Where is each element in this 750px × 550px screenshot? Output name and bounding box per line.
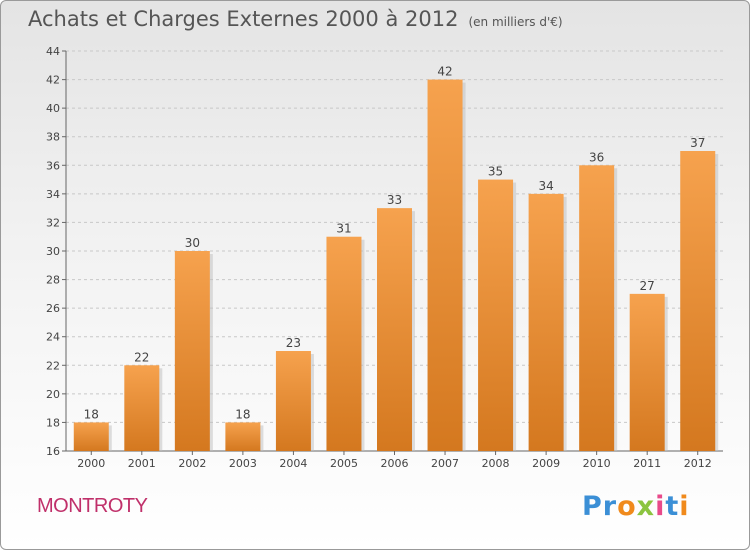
x-tick-label: 2010 bbox=[583, 457, 611, 470]
x-tick-label: 2004 bbox=[279, 457, 307, 470]
bar bbox=[680, 151, 716, 451]
y-tick-label: 26 bbox=[46, 302, 60, 315]
bar-value-label: 27 bbox=[640, 279, 655, 293]
bar-value-label: 35 bbox=[488, 165, 503, 179]
y-tick-label: 40 bbox=[46, 102, 60, 115]
x-tick-label: 2009 bbox=[532, 457, 560, 470]
y-tick-label: 36 bbox=[46, 159, 60, 172]
x-tick-label: 2002 bbox=[178, 457, 206, 470]
commune-name: MONTROTY bbox=[37, 495, 148, 517]
bar-value-label: 22 bbox=[134, 350, 149, 364]
bar-value-label: 34 bbox=[538, 179, 553, 193]
bar-value-label: 36 bbox=[589, 150, 604, 164]
y-tick-label: 18 bbox=[46, 416, 60, 429]
x-tick-label: 2003 bbox=[229, 457, 257, 470]
bar bbox=[579, 165, 615, 452]
proxiti-logo: Proxiti bbox=[582, 491, 690, 522]
bar bbox=[377, 208, 412, 451]
x-tick-label: 2011 bbox=[633, 457, 661, 470]
y-tick-label: 38 bbox=[46, 131, 60, 144]
bar bbox=[478, 179, 514, 452]
bar bbox=[326, 236, 362, 451]
y-tick-label: 32 bbox=[46, 216, 60, 229]
x-tick-label: 2008 bbox=[482, 457, 510, 470]
chart-unit: (en milliers d'€) bbox=[468, 15, 563, 29]
bar-value-label: 31 bbox=[336, 222, 351, 236]
y-tick-label: 22 bbox=[46, 359, 60, 372]
y-tick-label: 16 bbox=[46, 445, 60, 458]
x-tick-label: 2012 bbox=[684, 457, 712, 470]
bar bbox=[124, 365, 160, 451]
y-tick-label: 28 bbox=[46, 274, 60, 287]
y-tick-label: 20 bbox=[46, 388, 60, 401]
bar bbox=[427, 79, 463, 452]
bar-value-label: 42 bbox=[437, 65, 452, 79]
bar-value-label: 33 bbox=[387, 193, 402, 207]
bar bbox=[174, 251, 210, 451]
x-tick-label: 2000 bbox=[77, 457, 105, 470]
bar bbox=[629, 293, 665, 451]
bar bbox=[225, 422, 261, 451]
bar bbox=[275, 351, 311, 451]
bar-value-label: 23 bbox=[286, 336, 301, 350]
y-tick-label: 34 bbox=[46, 188, 60, 201]
bar bbox=[73, 422, 109, 451]
bar bbox=[528, 193, 564, 451]
x-tick-label: 2005 bbox=[330, 457, 358, 470]
bar-value-label: 30 bbox=[185, 236, 200, 250]
chart-title: Achats et Charges Externes 2000 à 2012 (e… bbox=[28, 7, 563, 31]
x-tick-label: 2007 bbox=[431, 457, 459, 470]
bar-value-label: 18 bbox=[84, 407, 99, 421]
y-tick-label: 30 bbox=[46, 245, 60, 258]
y-tick-label: 44 bbox=[46, 45, 60, 58]
x-tick-label: 2001 bbox=[128, 457, 156, 470]
chart-title-text: Achats et Charges Externes 2000 à 2012 bbox=[28, 7, 459, 31]
bar-value-label: 18 bbox=[235, 407, 250, 421]
y-tick-label: 24 bbox=[46, 331, 60, 344]
x-tick-label: 2006 bbox=[381, 457, 409, 470]
y-tick-label: 42 bbox=[46, 74, 60, 87]
bar-value-label: 37 bbox=[690, 136, 705, 150]
